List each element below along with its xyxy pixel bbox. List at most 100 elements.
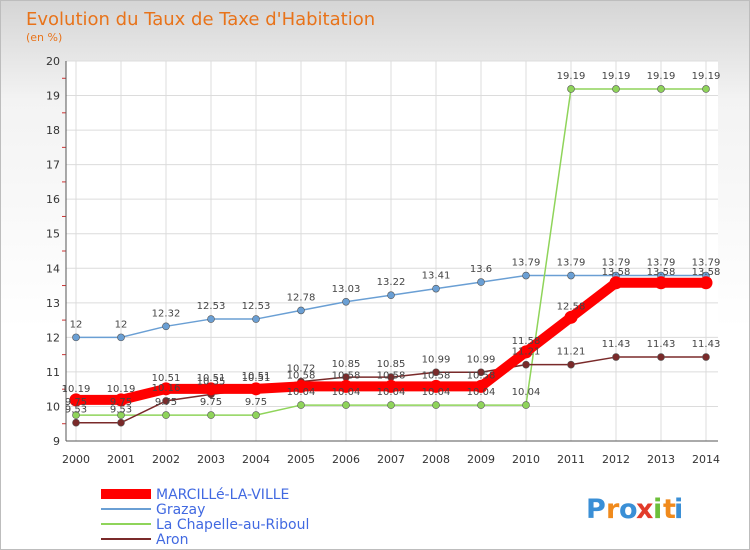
data-point: [162, 322, 170, 331]
data-label: 13.03: [332, 284, 361, 295]
x-tick-label: 2008: [422, 453, 450, 466]
data-point: [522, 360, 530, 369]
data-label: 9.75: [245, 397, 267, 408]
data-label: 10.35: [197, 376, 226, 387]
x-tick-label: 2010: [512, 453, 540, 466]
data-label: 10.04: [332, 387, 361, 398]
data-label: 10.72: [287, 364, 316, 375]
y-tick-label: 20: [46, 55, 60, 68]
data-point: [339, 379, 353, 393]
data-label: 10.51: [242, 373, 271, 384]
data-label: 13.79: [557, 258, 586, 269]
data-label: 13.6: [470, 264, 492, 275]
data-point: [72, 418, 80, 427]
data-label: 10.16: [152, 383, 181, 394]
brand-letter: x: [636, 494, 653, 525]
data-point: [522, 271, 530, 280]
unit-label: (en %): [26, 31, 62, 44]
legend-entry-2: La Chapelle-au-Riboul: [156, 517, 309, 533]
data-point: [72, 333, 80, 342]
data-label: 19.19: [557, 71, 586, 82]
x-tick-label: 2005: [287, 453, 315, 466]
brand-letter: t: [663, 494, 676, 525]
y-tick-label: 16: [46, 193, 60, 206]
x-tick-label: 2006: [332, 453, 360, 466]
series-group: [69, 85, 713, 427]
data-label: 10.58: [377, 370, 406, 381]
data-point: [117, 411, 125, 419]
data-point: [72, 411, 80, 419]
data-labels: 12 12 12.32 12.53 12.53 12.78 13.03 13.22 13.41 1…: [62, 71, 721, 416]
y-tick-label: 15: [46, 228, 60, 241]
data-point: [657, 85, 665, 93]
data-label: 10.51: [152, 373, 181, 384]
data-point: [252, 315, 260, 323]
brand-letter: i: [674, 494, 683, 525]
data-label: 13.79: [512, 258, 541, 269]
data-point: [342, 401, 350, 409]
data-label: 10.85: [377, 359, 406, 370]
data-label: 11.43: [692, 339, 721, 350]
data-label: 10.04: [377, 387, 406, 398]
data-point: [387, 291, 395, 300]
data-label: 13.79: [647, 258, 676, 269]
data-label: 9.75: [155, 397, 177, 408]
data-label: 10.99: [467, 354, 496, 365]
data-label: 9.53: [110, 405, 132, 416]
data-point: [162, 397, 170, 405]
brand-letter: o: [619, 494, 638, 525]
data-label: 10.19: [62, 384, 91, 395]
y-axis: 9 10 11 12 13 14 15 16 17 18 19 20: [46, 55, 67, 448]
data-label: 10.04: [287, 387, 316, 398]
x-tick-label: 2014: [692, 453, 720, 466]
data-label: 13.58: [647, 267, 676, 278]
data-label: 11.58: [512, 336, 541, 347]
y-tick-label: 12: [46, 331, 60, 344]
data-label: 12.53: [242, 301, 271, 312]
data-label: 12.78: [287, 292, 316, 303]
data-label: 10.58: [287, 370, 316, 381]
data-point: [159, 382, 173, 396]
data-label: 19.19: [647, 71, 676, 82]
data-label: 10.51: [197, 373, 226, 384]
y-tick-label: 11: [46, 366, 60, 379]
x-tick-label: 2011: [557, 453, 585, 466]
data-label: 9.53: [65, 405, 87, 416]
brand-letter: i: [653, 494, 662, 525]
x-tick-label: 2004: [242, 453, 270, 466]
data-label: 11.43: [647, 339, 676, 350]
legend-entry-3: Aron: [156, 532, 188, 548]
data-label: 10.19: [107, 384, 136, 395]
data-label: 12.53: [197, 301, 226, 312]
x-axis: 2000 2001 2002 2003 2004 2005 2006 2007 2008 2009…: [62, 440, 720, 466]
data-point: [429, 379, 443, 393]
data-point: [522, 401, 530, 409]
data-point: [612, 85, 620, 93]
data-point: [567, 271, 575, 280]
data-label: 13.79: [692, 258, 721, 269]
x-tick-label: 2013: [647, 453, 675, 466]
x-tick-label: 2001: [107, 453, 135, 466]
data-point: [387, 401, 395, 409]
data-label: 13.58: [692, 267, 721, 278]
data-label: 12.32: [152, 308, 181, 319]
y-tick-label: 17: [46, 159, 60, 172]
data-point: [114, 393, 128, 407]
data-label: 12: [115, 319, 128, 330]
data-label: 10.58: [467, 370, 496, 381]
data-point: [432, 368, 440, 377]
x-tick-label: 2007: [377, 453, 405, 466]
data-point: [519, 345, 533, 359]
data-label: 19.19: [602, 71, 631, 82]
data-point: [432, 284, 440, 293]
data-label: 13.58: [602, 267, 631, 278]
data-point: [69, 393, 83, 407]
brand-letter: P: [586, 494, 606, 525]
data-point: [477, 368, 485, 377]
data-label: 12.58: [557, 301, 586, 312]
data-label: 10.85: [332, 359, 361, 370]
